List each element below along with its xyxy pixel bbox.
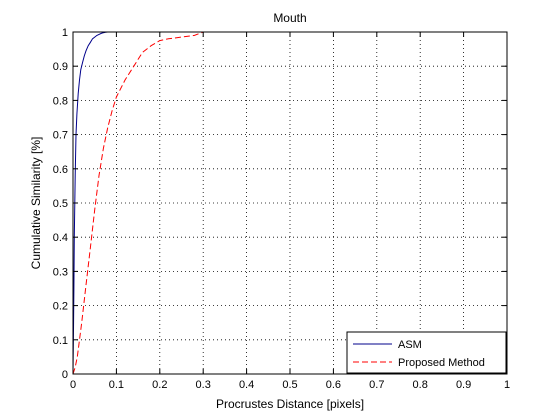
grid bbox=[73, 32, 507, 374]
x-tick-label: 0 bbox=[70, 379, 76, 391]
x-tick-labels: 0 0.1 0.2 0.3 0.4 0.5 0.6 0.7 0.8 0.9 1 bbox=[70, 379, 510, 391]
legend-label: Proposed Method bbox=[398, 357, 485, 369]
y-tick-label: 0 bbox=[62, 369, 68, 381]
y-tick-label: 0.4 bbox=[53, 232, 68, 244]
x-tick-label: 0.9 bbox=[456, 379, 471, 391]
x-axis-label: Procrustes Distance [pixels] bbox=[216, 397, 364, 411]
legend: ASM Proposed Method bbox=[346, 331, 507, 374]
x-tick-label: 0.3 bbox=[196, 379, 211, 391]
x-tick-label: 0.1 bbox=[109, 379, 124, 391]
y-tick-label: 0.6 bbox=[53, 164, 68, 176]
y-tick-label: 0.3 bbox=[53, 266, 68, 278]
y-tick-label: 1 bbox=[62, 27, 68, 39]
y-tick-label: 0.5 bbox=[53, 198, 68, 210]
x-tick-label: 0.8 bbox=[413, 379, 428, 391]
y-tick-label: 0.7 bbox=[53, 130, 68, 142]
x-tick-label: 0.7 bbox=[369, 379, 384, 391]
y-axis-label: Cumulative Similarity [%] bbox=[29, 137, 43, 270]
y-tick-label: 0.2 bbox=[53, 301, 68, 313]
y-tick-labels: 0 0.1 0.2 0.3 0.4 0.5 0.6 0.7 0.8 0.9 1 bbox=[53, 27, 68, 381]
x-tick-label: 0.6 bbox=[326, 379, 341, 391]
x-tick-label: 0.5 bbox=[282, 379, 297, 391]
x-tick-label: 0.2 bbox=[152, 379, 167, 391]
y-tick-label: 0.9 bbox=[53, 61, 68, 73]
chart-title: Mouth bbox=[273, 11, 306, 25]
legend-box bbox=[346, 331, 507, 374]
series-line-asm bbox=[72, 31, 110, 375]
y-tick-label: 0.8 bbox=[53, 95, 68, 107]
x-tick-label: 0.4 bbox=[239, 379, 254, 391]
x-tick-label: 1 bbox=[504, 379, 510, 391]
legend-label: ASM bbox=[398, 339, 422, 351]
y-tick-label: 0.1 bbox=[53, 335, 68, 347]
